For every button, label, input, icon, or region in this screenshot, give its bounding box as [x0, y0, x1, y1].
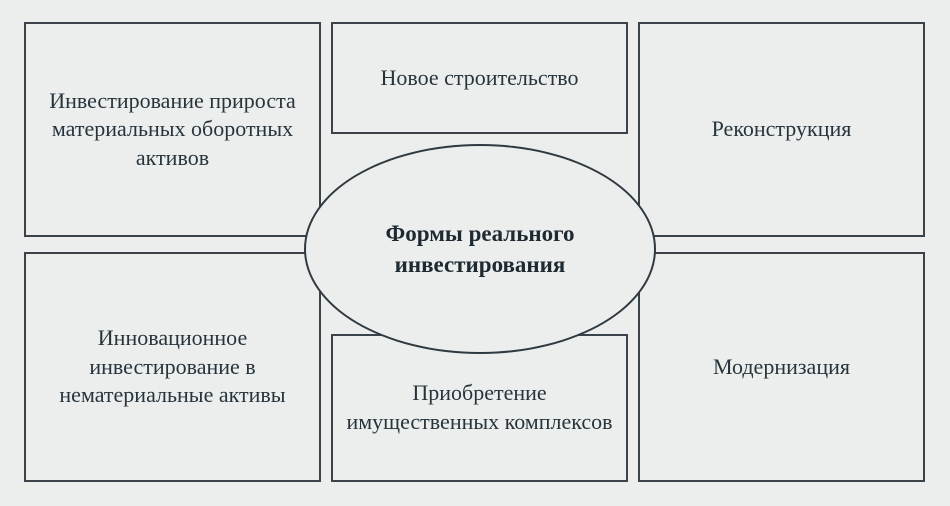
box-top-mid-label: Новое строительство	[380, 64, 578, 93]
box-bottom-left-label: Инновационное инвестирование в нематериа…	[36, 324, 309, 410]
box-bottom-mid-label: Приобретение имущественных комплексов	[343, 379, 616, 436]
box-bottom-mid: Приобретение имущественных комплексов	[331, 334, 628, 482]
box-bottom-right-label: Модернизация	[713, 353, 850, 382]
diagram-container: Инвестирование прироста материальных обо…	[24, 22, 926, 484]
box-top-left-label: Инвестирование прироста материальных обо…	[36, 87, 309, 173]
box-top-right: Реконструкция	[638, 22, 925, 237]
center-title: Формы реального инвестирования	[306, 218, 654, 280]
box-top-left: Инвестирование прироста материальных обо…	[24, 22, 321, 237]
box-top-right-label: Реконструкция	[712, 115, 852, 144]
box-top-mid: Новое строительство	[331, 22, 628, 134]
box-bottom-left: Инновационное инвестирование в нематериа…	[24, 252, 321, 482]
center-ellipse: Формы реального инвестирования	[304, 144, 656, 354]
box-bottom-right: Модернизация	[638, 252, 925, 482]
